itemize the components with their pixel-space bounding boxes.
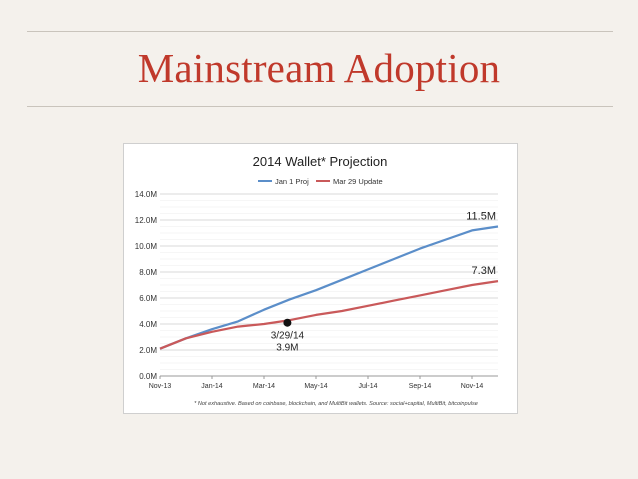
- marker-label-date: 3/29/14: [271, 331, 305, 342]
- x-tick-label: Jan-14: [201, 383, 223, 390]
- chart-title: 2014 Wallet* Projection: [253, 154, 388, 169]
- y-tick-label: 8.0M: [139, 268, 157, 277]
- marker-dot: [283, 318, 292, 327]
- x-tick-label: Nov-13: [149, 383, 172, 390]
- legend-label-1: Mar 29 Update: [333, 177, 383, 186]
- y-tick-label: 10.0M: [135, 242, 158, 251]
- chart-card: 2014 Wallet* Projection Jan 1 Proj Mar 29 …: [123, 143, 518, 414]
- chart-svg: 2014 Wallet* Projection Jan 1 Proj Mar 29 …: [135, 154, 499, 407]
- end-label-red: 7.3M: [472, 265, 496, 277]
- marker-label-value: 3.9M: [276, 343, 298, 354]
- slide-title: Mainstream Adoption: [137, 45, 501, 91]
- x-tick-label: Mar-14: [253, 383, 275, 390]
- y-tick-label: 6.0M: [139, 294, 157, 303]
- y-tick-label: 4.0M: [139, 320, 157, 329]
- x-tick-label: Nov-14: [461, 383, 484, 390]
- x-tick-label: Jul-14: [358, 383, 377, 390]
- series-line-1: [159, 280, 499, 350]
- top-rule: [27, 31, 613, 32]
- x-tick-label: May-14: [304, 383, 327, 390]
- legend-label-0: Jan 1 Proj: [275, 177, 309, 186]
- y-tick-label: 2.0M: [139, 346, 157, 355]
- y-tick-label: 14.0M: [135, 190, 158, 199]
- x-tick-label: Sep-14: [409, 383, 432, 390]
- y-tick-label: 0.0M: [139, 372, 157, 381]
- chart-footnote: * Not exhaustive. Based on coinbase, blo…: [194, 401, 478, 407]
- bottom-rule: [27, 106, 613, 107]
- y-tick-label: 12.0M: [135, 216, 158, 225]
- series-line-0: [159, 225, 499, 350]
- end-label-blue: 11.5M: [466, 211, 496, 223]
